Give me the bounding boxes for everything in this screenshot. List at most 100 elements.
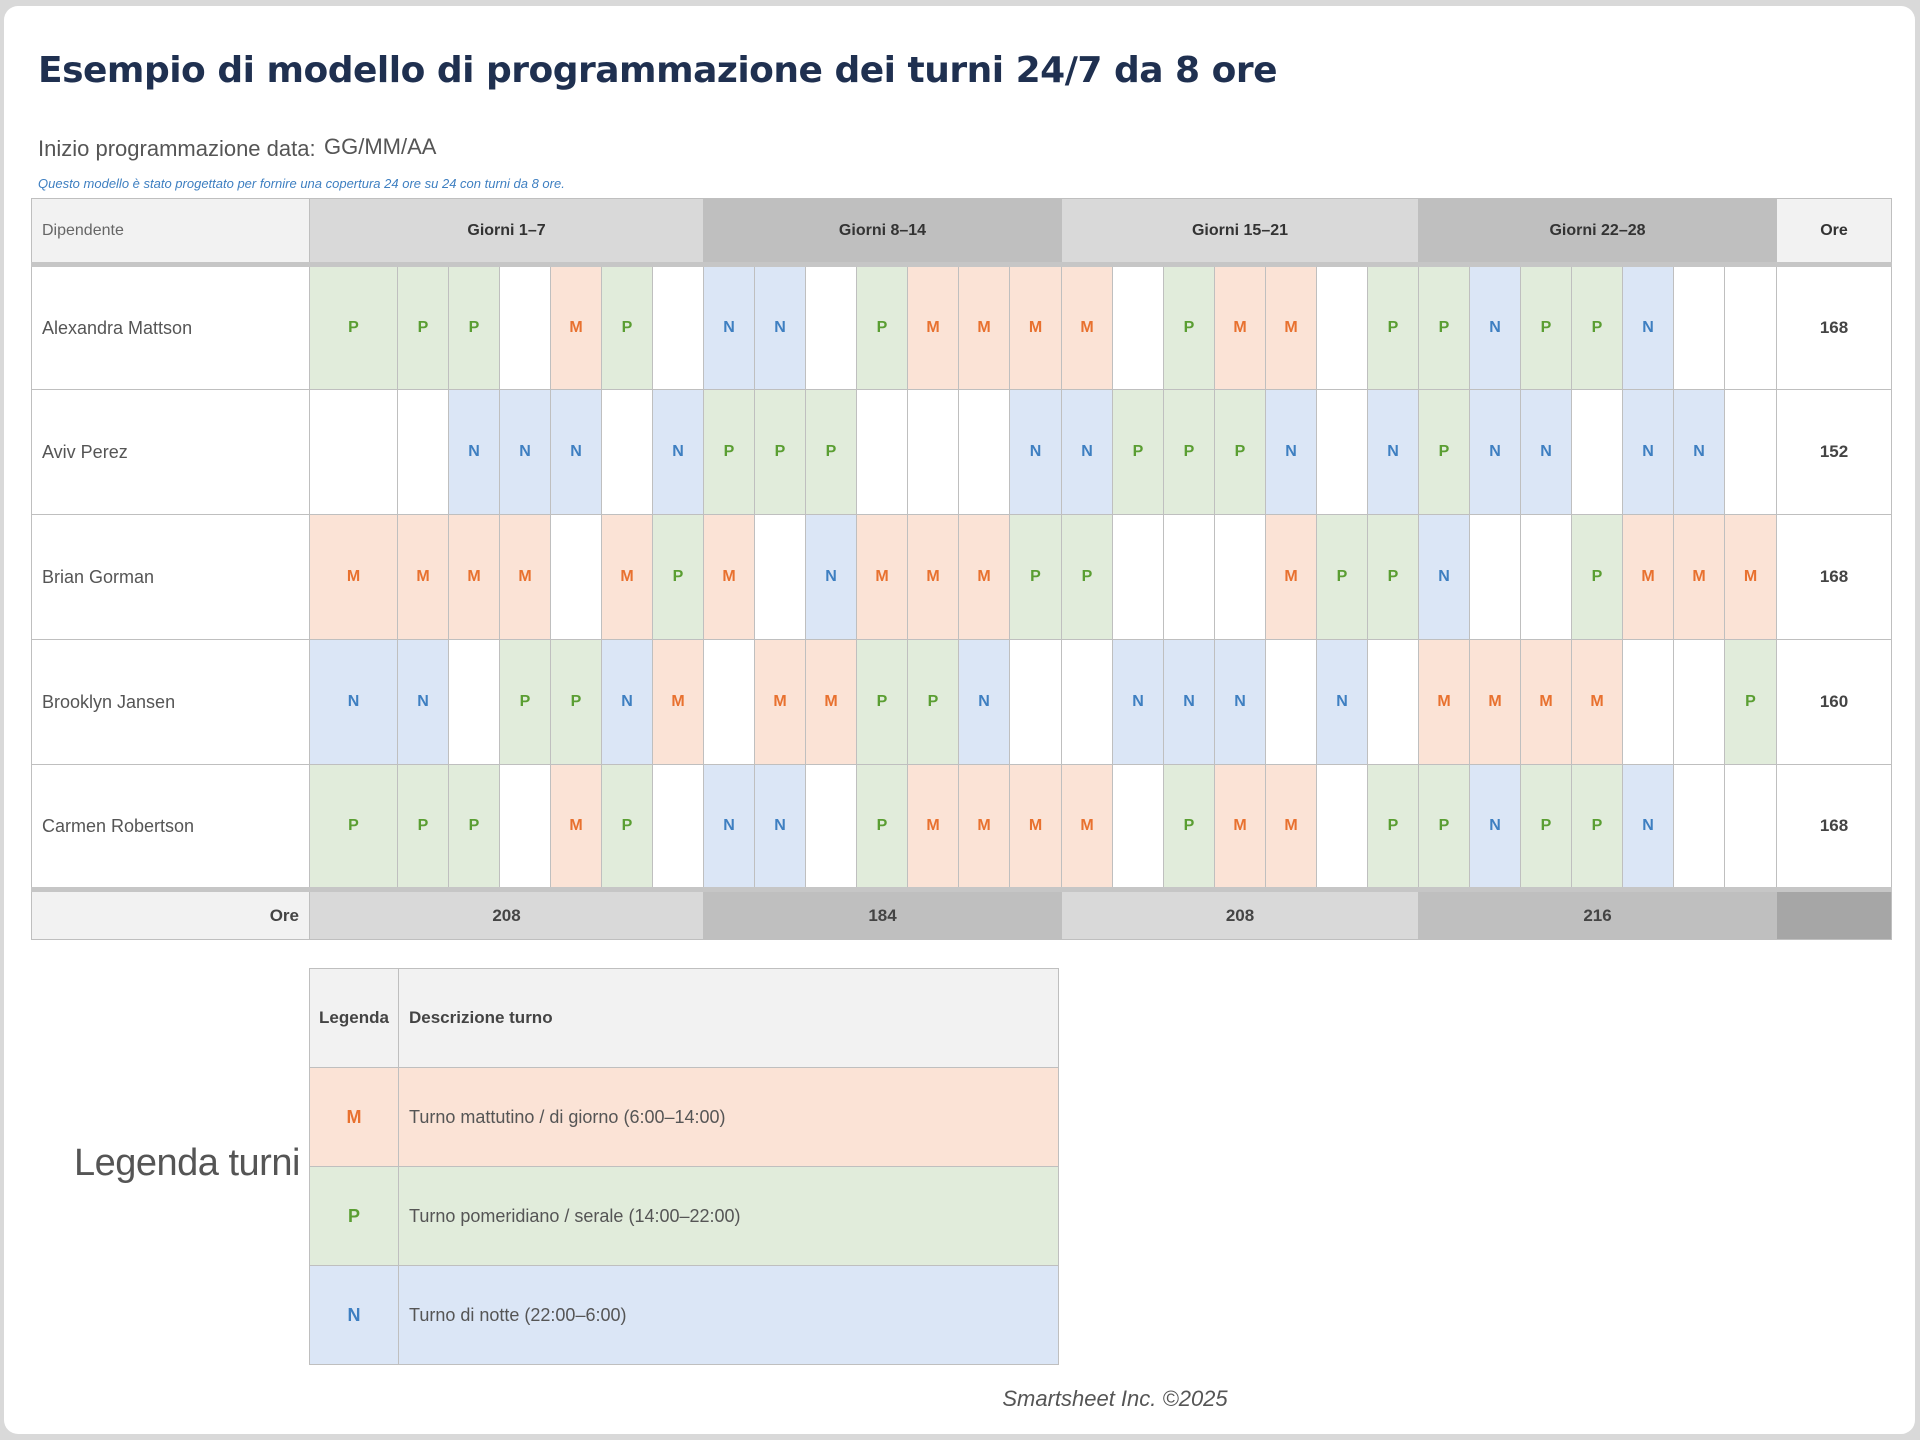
- shift-cell[interactable]: M: [1214, 764, 1266, 890]
- shift-cell[interactable]: [1724, 264, 1777, 390]
- shift-cell[interactable]: [856, 389, 908, 515]
- shift-cell[interactable]: P: [1163, 264, 1215, 390]
- shift-cell[interactable]: P: [601, 764, 653, 890]
- shift-cell[interactable]: [1061, 639, 1113, 765]
- shift-cell[interactable]: P: [1571, 764, 1623, 890]
- shift-cell[interactable]: P: [1163, 764, 1215, 890]
- shift-cell[interactable]: M: [550, 764, 602, 890]
- shift-cell[interactable]: P: [856, 639, 908, 765]
- shift-cell[interactable]: N: [1061, 389, 1113, 515]
- shift-cell[interactable]: M: [448, 514, 500, 640]
- shift-cell[interactable]: P: [448, 764, 500, 890]
- shift-cell[interactable]: N: [1418, 514, 1470, 640]
- shift-cell[interactable]: [958, 389, 1010, 515]
- shift-cell[interactable]: [1673, 264, 1725, 390]
- shift-cell[interactable]: N: [397, 639, 449, 765]
- shift-cell[interactable]: [1316, 389, 1368, 515]
- shift-cell[interactable]: M: [1469, 639, 1521, 765]
- shift-cell[interactable]: N: [1112, 639, 1164, 765]
- shift-cell[interactable]: [1520, 514, 1572, 640]
- shift-cell[interactable]: N: [1469, 264, 1521, 390]
- shift-cell[interactable]: M: [958, 764, 1010, 890]
- shift-cell[interactable]: M: [907, 764, 959, 890]
- shift-cell[interactable]: [754, 514, 806, 640]
- shift-cell[interactable]: P: [1571, 264, 1623, 390]
- shift-cell[interactable]: P: [309, 764, 398, 890]
- shift-cell[interactable]: P: [907, 639, 959, 765]
- shift-cell[interactable]: N: [1622, 764, 1674, 890]
- shift-cell[interactable]: M: [1418, 639, 1470, 765]
- shift-cell[interactable]: P: [397, 764, 449, 890]
- start-date-field[interactable]: GG/MM/AA: [324, 134, 437, 159]
- shift-cell[interactable]: [499, 764, 551, 890]
- shift-cell[interactable]: M: [550, 264, 602, 390]
- shift-cell[interactable]: P: [805, 389, 857, 515]
- shift-cell[interactable]: N: [652, 389, 704, 515]
- shift-cell[interactable]: M: [1009, 764, 1062, 890]
- shift-cell[interactable]: P: [1061, 514, 1113, 640]
- shift-cell[interactable]: P: [856, 764, 908, 890]
- shift-cell[interactable]: N: [1265, 389, 1317, 515]
- shift-cell[interactable]: P: [856, 264, 908, 390]
- shift-cell[interactable]: P: [1418, 389, 1470, 515]
- shift-cell[interactable]: [907, 389, 959, 515]
- shift-cell[interactable]: M: [1265, 264, 1317, 390]
- shift-cell[interactable]: N: [958, 639, 1010, 765]
- shift-cell[interactable]: N: [601, 639, 653, 765]
- shift-cell[interactable]: [805, 764, 857, 890]
- shift-cell[interactable]: M: [958, 514, 1010, 640]
- shift-cell[interactable]: [1622, 639, 1674, 765]
- shift-cell[interactable]: [1163, 514, 1215, 640]
- shift-cell[interactable]: N: [1469, 764, 1521, 890]
- shift-cell[interactable]: N: [754, 264, 806, 390]
- shift-cell[interactable]: P: [1571, 514, 1623, 640]
- shift-cell[interactable]: [1265, 639, 1317, 765]
- shift-cell[interactable]: [448, 639, 500, 765]
- shift-cell[interactable]: P: [1367, 264, 1419, 390]
- shift-cell[interactable]: P: [703, 389, 755, 515]
- shift-cell[interactable]: N: [703, 264, 755, 390]
- shift-cell[interactable]: [1724, 764, 1777, 890]
- shift-cell[interactable]: [1673, 639, 1725, 765]
- shift-cell[interactable]: M: [805, 639, 857, 765]
- shift-cell[interactable]: N: [499, 389, 551, 515]
- shift-cell[interactable]: N: [550, 389, 602, 515]
- shift-cell[interactable]: M: [1265, 514, 1317, 640]
- shift-cell[interactable]: M: [1571, 639, 1623, 765]
- shift-cell[interactable]: [1316, 264, 1368, 390]
- shift-cell[interactable]: [1214, 514, 1266, 640]
- shift-cell[interactable]: M: [1520, 639, 1572, 765]
- shift-cell[interactable]: P: [754, 389, 806, 515]
- shift-cell[interactable]: P: [1418, 264, 1470, 390]
- shift-cell[interactable]: N: [309, 639, 398, 765]
- shift-cell[interactable]: M: [703, 514, 755, 640]
- shift-cell[interactable]: M: [1622, 514, 1674, 640]
- shift-cell[interactable]: [1469, 514, 1521, 640]
- shift-cell[interactable]: [652, 264, 704, 390]
- shift-cell[interactable]: N: [1622, 389, 1674, 515]
- shift-cell[interactable]: [652, 764, 704, 890]
- shift-cell[interactable]: P: [1520, 264, 1572, 390]
- shift-cell[interactable]: P: [1009, 514, 1062, 640]
- shift-cell[interactable]: P: [499, 639, 551, 765]
- shift-cell[interactable]: [1724, 389, 1777, 515]
- shift-cell[interactable]: [1367, 639, 1419, 765]
- shift-cell[interactable]: P: [1418, 764, 1470, 890]
- shift-cell[interactable]: M: [1265, 764, 1317, 890]
- shift-cell[interactable]: [499, 264, 551, 390]
- shift-cell[interactable]: M: [907, 264, 959, 390]
- shift-cell[interactable]: N: [1009, 389, 1062, 515]
- shift-cell[interactable]: [550, 514, 602, 640]
- shift-cell[interactable]: M: [499, 514, 551, 640]
- shift-cell[interactable]: N: [754, 764, 806, 890]
- shift-cell[interactable]: N: [805, 514, 857, 640]
- shift-cell[interactable]: M: [1214, 264, 1266, 390]
- shift-cell[interactable]: [1112, 264, 1164, 390]
- shift-cell[interactable]: M: [397, 514, 449, 640]
- shift-cell[interactable]: P: [309, 264, 398, 390]
- shift-cell[interactable]: N: [1214, 639, 1266, 765]
- shift-cell[interactable]: N: [448, 389, 500, 515]
- shift-cell[interactable]: P: [652, 514, 704, 640]
- shift-cell[interactable]: N: [1673, 389, 1725, 515]
- shift-cell[interactable]: [703, 639, 755, 765]
